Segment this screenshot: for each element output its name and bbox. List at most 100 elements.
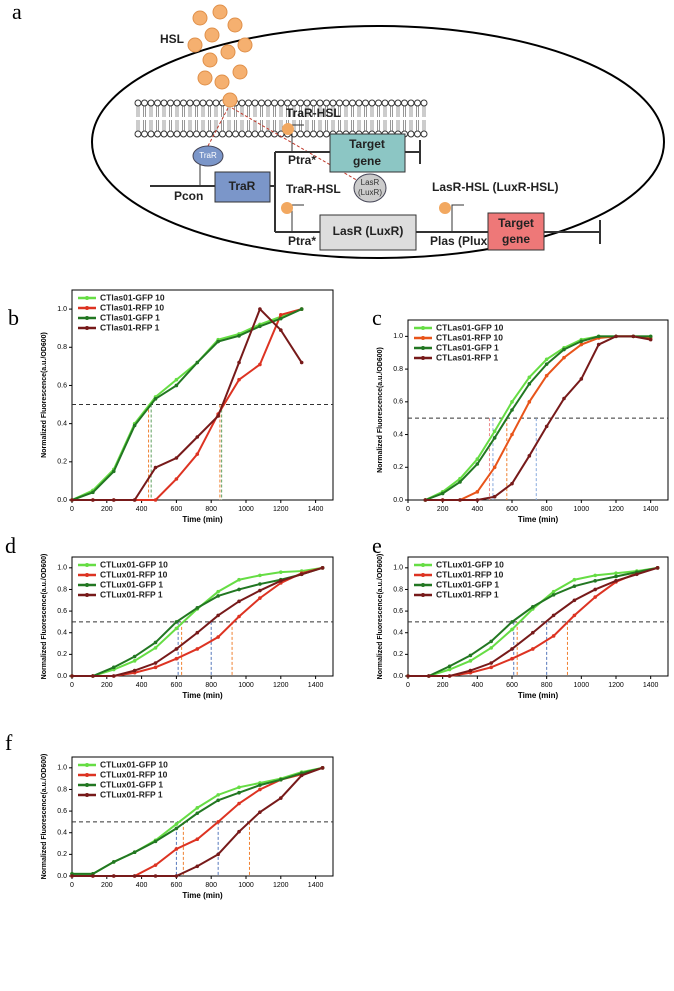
legend-label: CTLux01-GFP 1 xyxy=(436,579,499,589)
lipid xyxy=(264,99,272,107)
lipid xyxy=(212,130,220,138)
lipid xyxy=(316,130,324,138)
lipid xyxy=(277,99,285,107)
lipid-tail xyxy=(338,106,341,131)
panel-label: d xyxy=(5,533,16,558)
legend-label: CTLux01-GFP 10 xyxy=(100,759,168,769)
lipid xyxy=(394,99,402,107)
series-line xyxy=(425,335,651,501)
hsl xyxy=(204,27,220,43)
data-point xyxy=(132,423,137,428)
lipid xyxy=(310,130,317,138)
plot-frame xyxy=(407,319,669,501)
data-point xyxy=(299,360,304,365)
lipid xyxy=(251,99,259,107)
y-tick-label: 1.0 xyxy=(57,306,67,313)
data-point xyxy=(216,339,220,344)
lasr-gene xyxy=(319,214,417,251)
data-point xyxy=(562,355,566,360)
x-tick-label: 1000 xyxy=(238,882,254,889)
panel-label: a xyxy=(12,0,22,24)
data-point xyxy=(551,589,556,594)
x-tick-label: 400 xyxy=(136,882,148,889)
data-point xyxy=(258,783,262,787)
x-axis-title: Time (min) xyxy=(518,515,559,524)
hsl xyxy=(214,74,230,90)
data-point xyxy=(237,360,241,365)
lipid xyxy=(388,99,395,107)
data-point xyxy=(596,334,601,339)
lipid xyxy=(147,130,155,138)
data-point xyxy=(527,382,532,386)
legend-label: CTLux01-RFP 10 xyxy=(100,569,168,579)
lipid xyxy=(186,99,194,107)
x-tick-label: 600 xyxy=(171,882,183,889)
series-line xyxy=(72,307,303,501)
lipid-tail xyxy=(240,106,244,131)
lipid xyxy=(245,99,252,107)
lipid xyxy=(290,99,298,107)
y-tick-label: 0.0 xyxy=(57,497,67,504)
x-tick-label: 1400 xyxy=(643,506,659,513)
data-point xyxy=(423,498,428,502)
legend-label: CTlas01-GFP 1 xyxy=(100,312,160,322)
membrane xyxy=(134,99,428,138)
x-tick-label: 200 xyxy=(437,682,449,689)
data-point xyxy=(91,490,95,495)
data-point xyxy=(216,589,220,594)
lipid xyxy=(160,130,168,138)
data-point xyxy=(279,579,283,583)
hsl xyxy=(237,37,253,53)
lipid xyxy=(245,130,252,138)
x-tick-label: 1200 xyxy=(273,682,289,689)
lipid-tail xyxy=(325,106,328,131)
panel-label: f xyxy=(5,730,13,755)
data-point xyxy=(279,777,283,782)
y-tick-label: 0.4 xyxy=(57,630,67,637)
legend-label: CTLux01-GFP 1 xyxy=(100,779,163,789)
hsl xyxy=(227,17,243,33)
lipid-tail xyxy=(416,106,419,131)
data-point xyxy=(132,659,137,663)
x-tick-label: 200 xyxy=(101,506,113,513)
lipid xyxy=(134,99,142,107)
data-point xyxy=(320,766,325,770)
data-point xyxy=(614,574,618,579)
lipid xyxy=(414,99,421,107)
data-point xyxy=(551,634,556,638)
y-tick-label: 0.0 xyxy=(57,673,67,680)
lipid xyxy=(401,99,408,107)
data-point xyxy=(216,793,220,797)
data-point xyxy=(258,573,262,578)
hsl xyxy=(439,202,451,214)
trar-protein xyxy=(192,145,224,167)
lipid xyxy=(316,99,324,107)
hsl xyxy=(212,4,228,20)
lipid xyxy=(329,99,337,107)
cell xyxy=(91,25,665,259)
hsl xyxy=(197,70,213,86)
legend-label: CTLux01-RFP 1 xyxy=(100,789,163,799)
hsl xyxy=(220,44,236,60)
data-point xyxy=(510,400,514,404)
x-tick-label: 200 xyxy=(101,882,113,889)
data-point xyxy=(153,863,158,867)
lipid xyxy=(141,130,148,138)
lipid-tail xyxy=(370,106,374,131)
target-gene xyxy=(487,212,545,251)
x-tick-label: 400 xyxy=(471,506,483,513)
data-point xyxy=(489,661,494,665)
data-point xyxy=(579,339,584,344)
data-point xyxy=(655,566,660,570)
lipid xyxy=(206,99,213,107)
data-point xyxy=(195,864,200,869)
lasr-hsl-label: LasR-HSL (LuxR-HSL) xyxy=(432,180,558,194)
lipid xyxy=(199,99,207,107)
y-tick-label: 1.0 xyxy=(57,565,67,572)
lipid-tail xyxy=(364,106,367,131)
data-point xyxy=(447,667,452,672)
data-point xyxy=(510,620,514,624)
data-point xyxy=(492,494,497,499)
panel-label: e xyxy=(372,533,382,558)
plot-frame xyxy=(71,289,334,501)
